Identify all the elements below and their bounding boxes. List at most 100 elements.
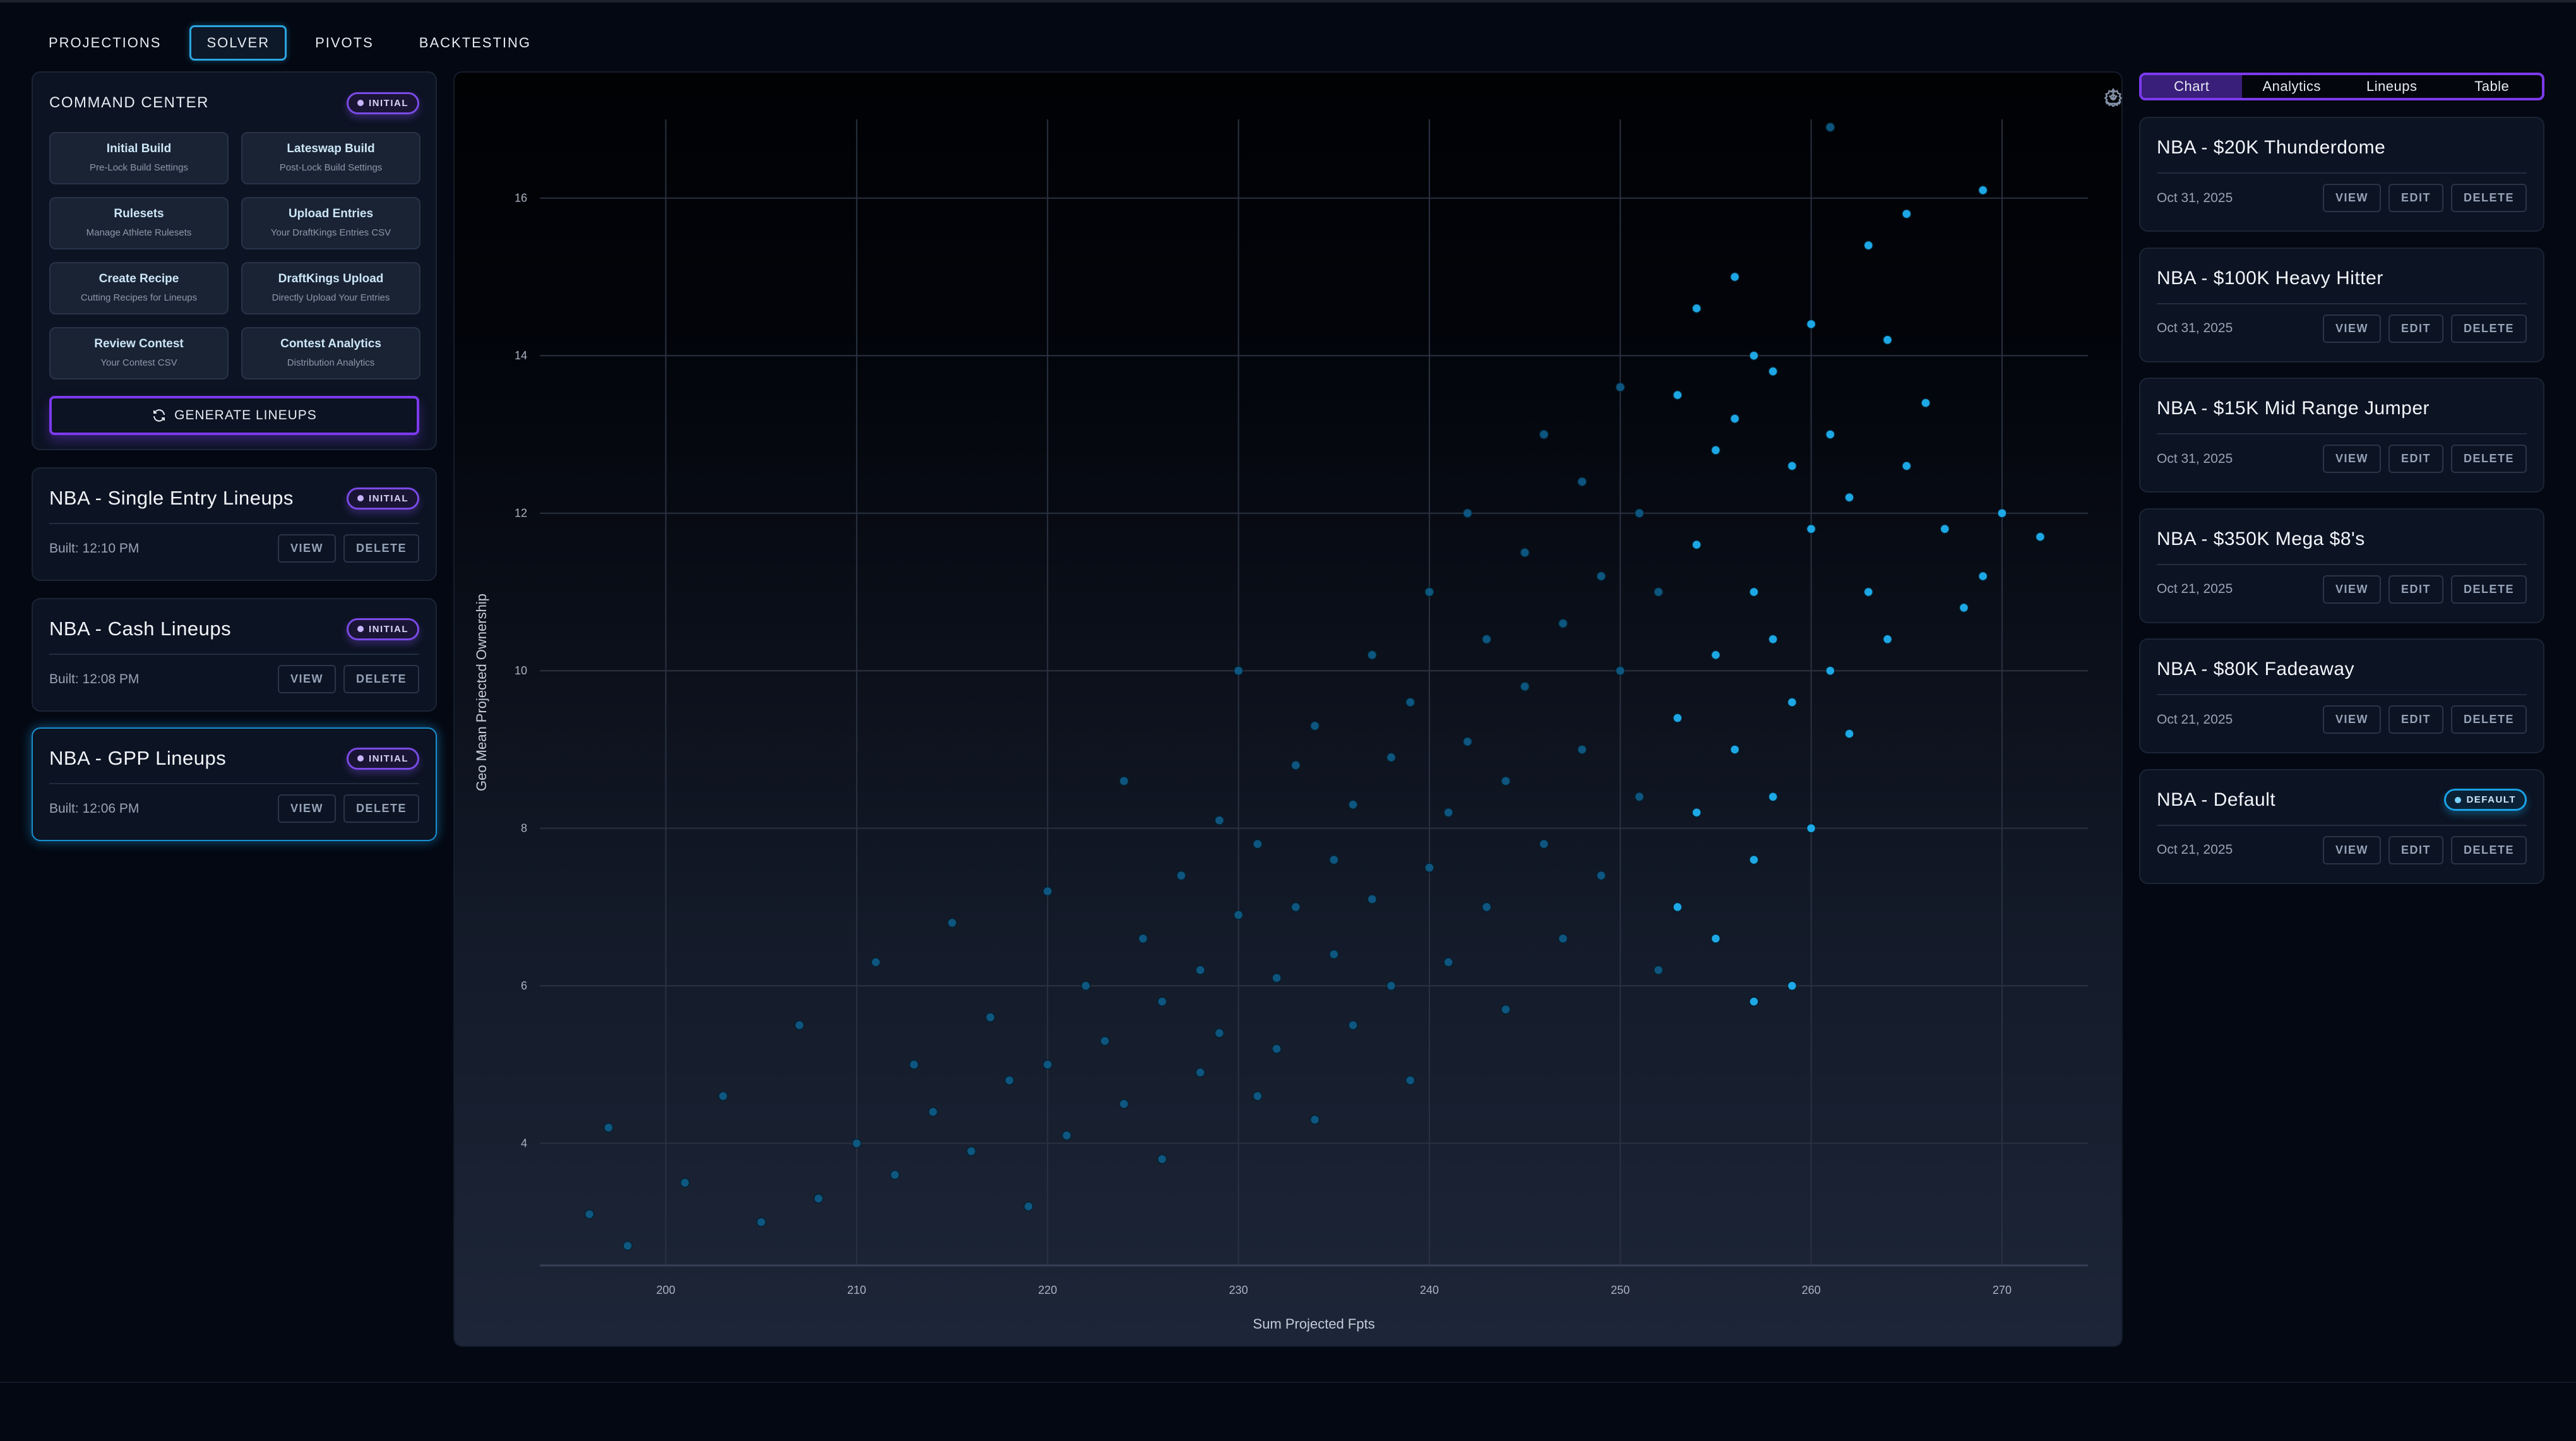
tab-table[interactable]: Table bbox=[2474, 78, 2510, 94]
delete-button[interactable]: DELETE bbox=[343, 665, 419, 693]
built-time: Built: 12:06 PM bbox=[49, 801, 140, 816]
view-button[interactable]: VIEW bbox=[2322, 575, 2381, 604]
x-tick-label: 200 bbox=[657, 1284, 676, 1296]
view-button[interactable]: VIEW bbox=[2322, 314, 2381, 343]
command-button[interactable]: Review Contest Your Contest CSV bbox=[49, 327, 229, 380]
command-button-title: Create Recipe bbox=[98, 272, 179, 285]
command-button[interactable]: Create Recipe Cutting Recipes for Lineups bbox=[49, 262, 229, 314]
tab-solver[interactable]: SOLVER bbox=[189, 25, 287, 61]
dot-icon bbox=[357, 755, 364, 762]
view-button[interactable]: VIEW bbox=[277, 534, 336, 563]
data-point bbox=[1005, 1075, 1015, 1085]
tab-backtesting[interactable]: BACKTESTING bbox=[419, 35, 532, 51]
delete-button[interactable]: DELETE bbox=[2450, 575, 2527, 604]
data-point bbox=[1386, 981, 1397, 991]
contest-card[interactable]: NBA - Default DEFAULT Oct 21, 2025 VIEW E… bbox=[2139, 768, 2544, 884]
data-point bbox=[1214, 815, 1225, 825]
command-button[interactable]: Initial Build Pre-Lock Build Settings bbox=[49, 132, 229, 184]
data-point bbox=[1977, 571, 1988, 582]
command-button-title: Review Contest bbox=[94, 337, 184, 350]
edit-button[interactable]: EDIT bbox=[2388, 314, 2443, 343]
data-point bbox=[1367, 650, 1377, 660]
tab-pivots[interactable]: PIVOTS bbox=[315, 35, 374, 51]
data-point bbox=[1367, 894, 1377, 904]
tab-chart[interactable]: Chart bbox=[2142, 75, 2242, 98]
tab-analytics[interactable]: Analytics bbox=[2262, 78, 2322, 94]
contest-card[interactable]: NBA - $20K Thunderdome Oct 31, 2025 VIEW… bbox=[2139, 117, 2544, 232]
data-point bbox=[1462, 508, 1473, 518]
view-button[interactable]: VIEW bbox=[2322, 705, 2381, 734]
data-point bbox=[928, 1107, 938, 1117]
contest-date: Oct 21, 2025 bbox=[2157, 582, 2233, 596]
data-point bbox=[1558, 618, 1568, 629]
top-divider bbox=[0, 0, 2576, 3]
view-button[interactable]: VIEW bbox=[2322, 184, 2381, 212]
delete-button[interactable]: DELETE bbox=[2450, 835, 2527, 864]
edit-button[interactable]: EDIT bbox=[2388, 705, 2443, 734]
data-point bbox=[1959, 602, 1969, 613]
dot-icon bbox=[357, 495, 364, 501]
data-point bbox=[1749, 854, 1759, 865]
data-point bbox=[584, 1209, 595, 1219]
contest-card[interactable]: NBA - $100K Heavy Hitter Oct 31, 2025 VI… bbox=[2139, 247, 2544, 362]
command-button[interactable]: Lateswap Build Post-Lock Build Settings bbox=[241, 132, 420, 184]
lineup-set-card[interactable]: NBA - GPP Lineups INITIAL Built: 12:06 P… bbox=[32, 727, 437, 841]
data-point bbox=[794, 1020, 804, 1031]
delete-button[interactable]: DELETE bbox=[343, 534, 419, 563]
data-point bbox=[1634, 508, 1645, 518]
command-button-title: Rulesets bbox=[114, 207, 164, 220]
data-point bbox=[1348, 1020, 1358, 1031]
view-button[interactable]: VIEW bbox=[2322, 445, 2381, 473]
command-button[interactable]: Upload Entries Your DraftKings Entries CS… bbox=[241, 197, 420, 249]
command-button-title: Lateswap Build bbox=[287, 142, 375, 155]
data-point bbox=[1233, 666, 1244, 676]
lineup-set-title: NBA - GPP Lineups bbox=[49, 747, 227, 769]
tab-lineups[interactable]: Lineups bbox=[2366, 78, 2418, 94]
y-tick-label: 14 bbox=[515, 349, 527, 362]
command-button[interactable]: Rulesets Manage Athlete Rulesets bbox=[49, 197, 229, 249]
data-point bbox=[1157, 996, 1167, 1007]
edit-button[interactable]: EDIT bbox=[2388, 184, 2443, 212]
contest-card[interactable]: NBA - $80K Fadeaway Oct 21, 2025 VIEW EDI… bbox=[2139, 638, 2544, 753]
contest-card[interactable]: NBA - $15K Mid Range Jumper Oct 31, 2025… bbox=[2139, 378, 2544, 493]
divider bbox=[2157, 563, 2527, 565]
edit-button[interactable]: EDIT bbox=[2388, 445, 2443, 473]
edit-button[interactable]: EDIT bbox=[2388, 835, 2443, 864]
contest-date: Oct 31, 2025 bbox=[2157, 190, 2233, 205]
command-button[interactable]: Contest Analytics Distribution Analytics bbox=[241, 327, 420, 380]
data-point bbox=[1253, 1091, 1263, 1101]
delete-button[interactable]: DELETE bbox=[2450, 314, 2527, 343]
main-nav: PROJECTIONS SOLVER PIVOTS BACKTESTING bbox=[32, 25, 548, 61]
edit-button[interactable]: EDIT bbox=[2388, 575, 2443, 604]
data-point bbox=[1787, 697, 1798, 707]
delete-button[interactable]: DELETE bbox=[343, 794, 419, 823]
x-tick-label: 230 bbox=[1229, 1284, 1248, 1296]
delete-button[interactable]: DELETE bbox=[2450, 184, 2527, 212]
data-point bbox=[1768, 792, 1778, 802]
tab-projections[interactable]: PROJECTIONS bbox=[49, 35, 162, 51]
generate-lineups-button[interactable]: GENERATE LINEUPS bbox=[49, 396, 419, 435]
data-point bbox=[1615, 382, 1626, 392]
data-point bbox=[1195, 965, 1205, 975]
data-point bbox=[1100, 1036, 1110, 1046]
view-button[interactable]: VIEW bbox=[277, 794, 336, 823]
data-point bbox=[1577, 477, 1587, 487]
y-tick-label: 16 bbox=[515, 192, 527, 205]
data-point bbox=[1673, 902, 1683, 912]
view-button[interactable]: VIEW bbox=[277, 665, 336, 693]
data-point bbox=[1729, 744, 1740, 755]
command-button-subtitle: Post-Lock Build Settings bbox=[279, 162, 383, 173]
data-point bbox=[1272, 1044, 1282, 1054]
gear-icon[interactable] bbox=[2104, 88, 2123, 107]
contest-date: Oct 31, 2025 bbox=[2157, 321, 2233, 335]
data-point bbox=[1138, 933, 1148, 944]
delete-button[interactable]: DELETE bbox=[2450, 445, 2527, 473]
generate-label: GENERATE LINEUPS bbox=[174, 408, 317, 422]
y-tick-label: 10 bbox=[515, 664, 527, 677]
lineup-set-card[interactable]: NBA - Single Entry Lineups INITIAL Built… bbox=[32, 467, 437, 581]
view-button[interactable]: VIEW bbox=[2322, 835, 2381, 864]
command-button[interactable]: DraftKings Upload Directly Upload Your En… bbox=[241, 262, 420, 314]
contest-card[interactable]: NBA - $350K Mega $8's Oct 21, 2025 VIEW E… bbox=[2139, 508, 2544, 623]
delete-button[interactable]: DELETE bbox=[2450, 705, 2527, 734]
lineup-set-card[interactable]: NBA - Cash Lineups INITIAL Built: 12:08 … bbox=[32, 598, 437, 712]
